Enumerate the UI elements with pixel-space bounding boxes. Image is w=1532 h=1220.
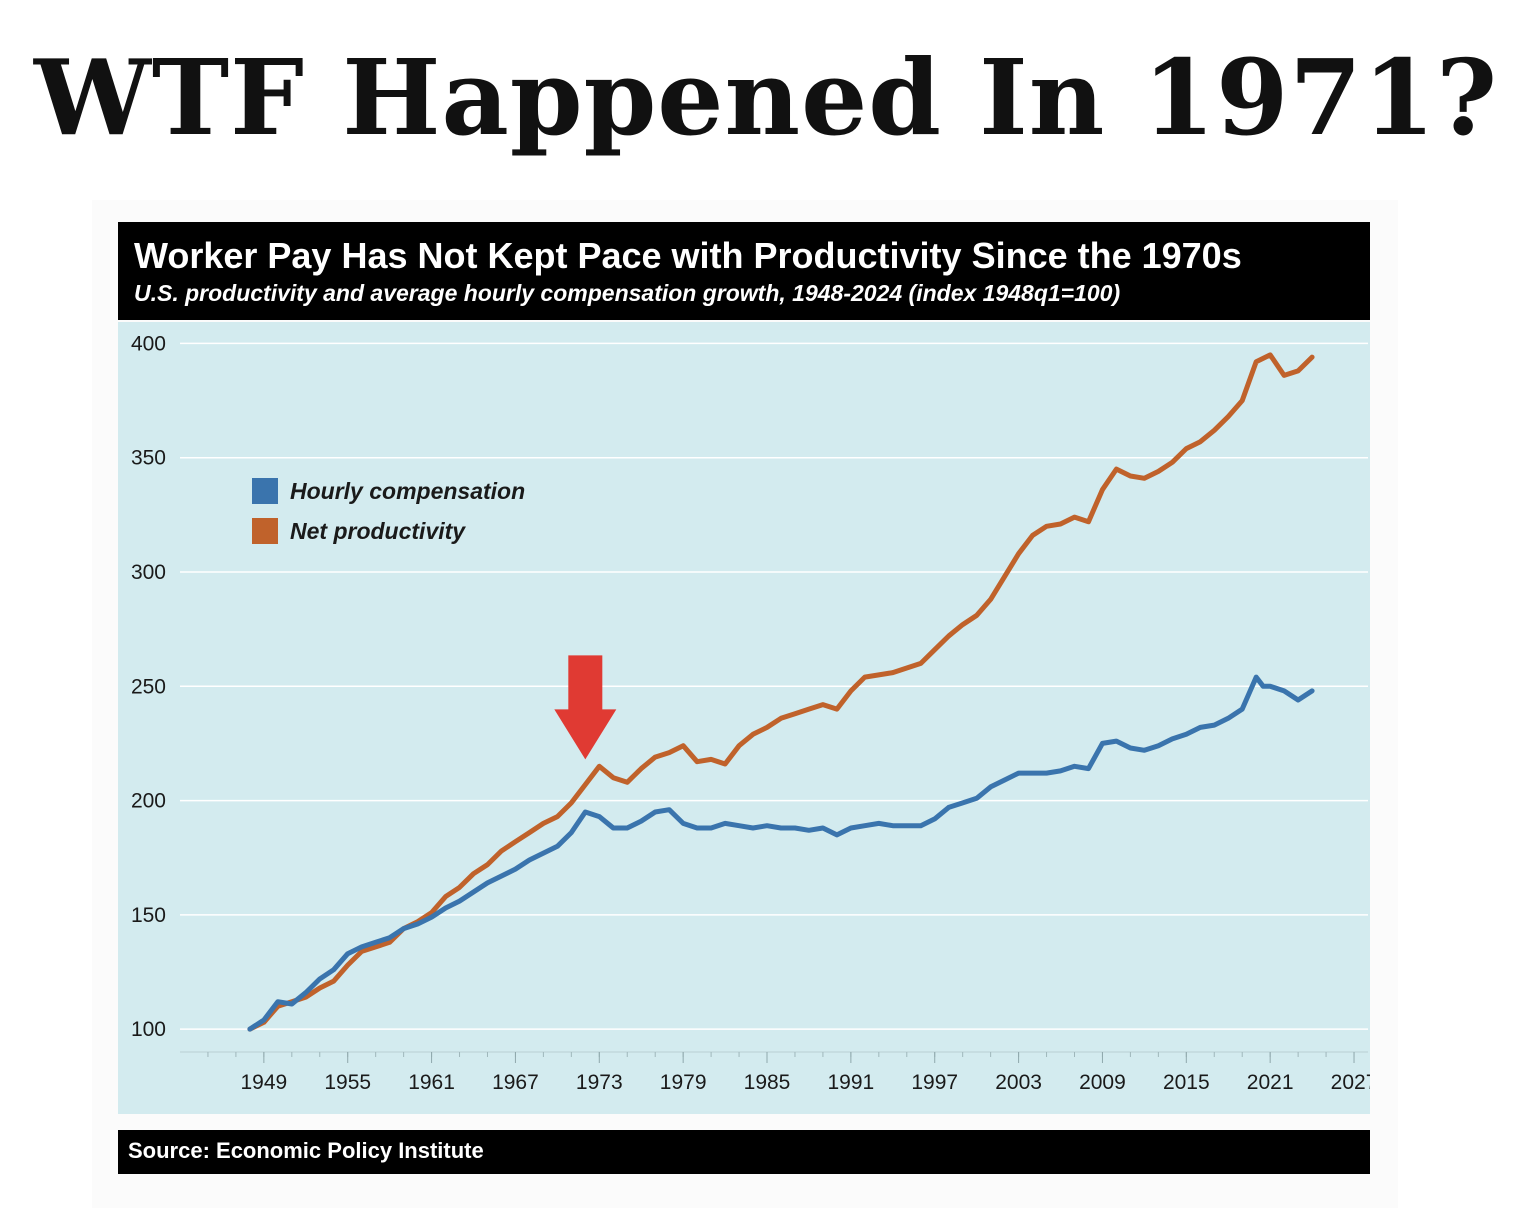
x-tick-label: 2003 xyxy=(995,1071,1042,1094)
series-line-hourly-compensation xyxy=(247,674,1315,1032)
x-tick-label: 1961 xyxy=(408,1071,455,1094)
arrow-down-icon xyxy=(554,655,617,760)
x-tick-label: 1955 xyxy=(324,1071,371,1094)
chart-title-bar: Worker Pay Has Not Kept Pace with Produc… xyxy=(118,222,1370,320)
plot-area: 100 150 200 250 300 350 400 1949 1955 1961 1967 197… xyxy=(118,322,1377,1114)
x-tick-label: 1991 xyxy=(828,1071,875,1094)
y-tick-label: 250 xyxy=(131,675,166,698)
y-tick-label: 300 xyxy=(131,561,166,584)
legend-swatch xyxy=(252,478,278,504)
legend-label: Net productivity xyxy=(290,518,466,544)
line-chart: 100 150 200 250 300 350 400 1949 1955 1961 1967 197… xyxy=(131,332,1377,1094)
x-tick-label: 1997 xyxy=(911,1071,958,1094)
x-tick-label: 1979 xyxy=(660,1071,707,1094)
source-bar: Source: Economic Policy Institute xyxy=(118,1130,1370,1174)
x-tick-label: 1949 xyxy=(240,1071,287,1094)
chart-title: Worker Pay Has Not Kept Pace with Produc… xyxy=(134,235,1242,276)
series-line-net-productivity xyxy=(247,352,1315,1032)
x-tick-label: 2015 xyxy=(1163,1071,1210,1094)
legend-label: Hourly compensation xyxy=(290,478,525,504)
x-tick-label: 2009 xyxy=(1079,1071,1126,1094)
x-tick-label: 1973 xyxy=(576,1071,623,1094)
legend-swatch xyxy=(252,518,278,544)
x-tick-label: 1967 xyxy=(492,1071,539,1094)
chart-subtitle: U.S. productivity and average hourly com… xyxy=(134,280,1121,306)
y-tick-label: 200 xyxy=(131,790,166,813)
x-tick-label: 2027 xyxy=(1331,1071,1370,1094)
y-tick-label: 150 xyxy=(131,904,166,927)
y-tick-label: 350 xyxy=(131,447,166,470)
y-tick-label: 100 xyxy=(131,1018,166,1041)
headline: WTF Happened In 1971? xyxy=(33,36,1499,159)
y-tick-label: 400 xyxy=(131,332,166,355)
x-tick-label: 1985 xyxy=(744,1071,791,1094)
x-tick-label: 2021 xyxy=(1247,1071,1294,1094)
